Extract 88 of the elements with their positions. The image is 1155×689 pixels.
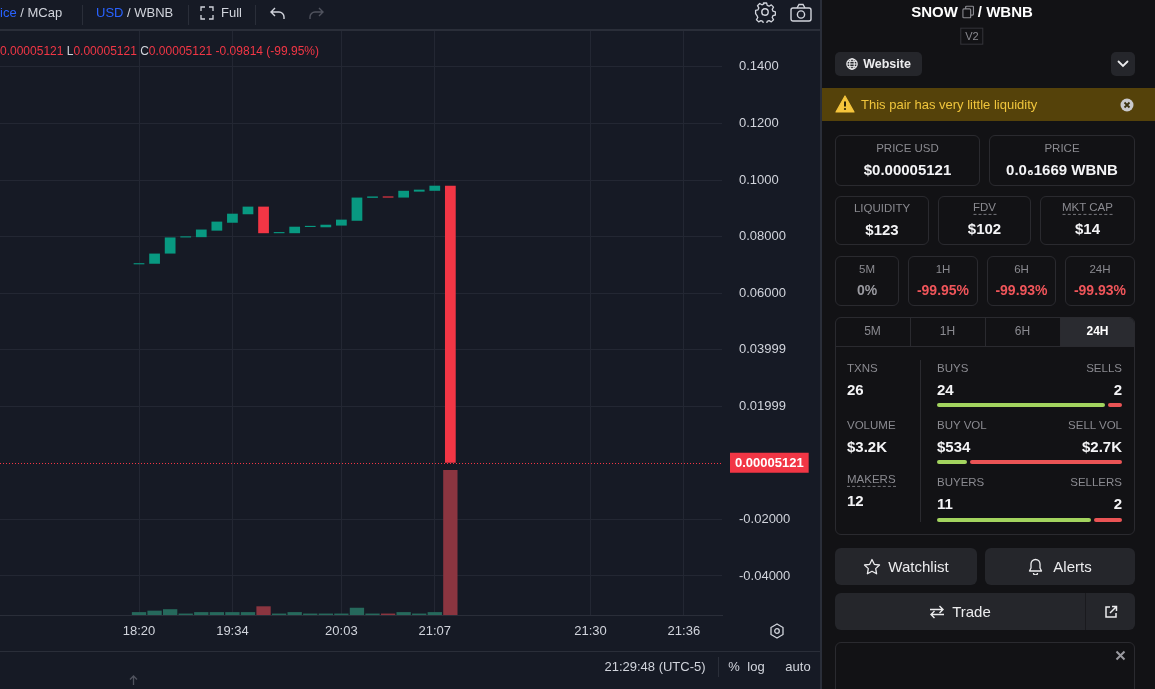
text: % [728, 658, 740, 675]
watchlist-button[interactable]: Watchlist [835, 548, 977, 585]
x-tick-label: 19:34 [216, 623, 249, 639]
x-tick-label: 21:30 [574, 623, 607, 639]
text: 24H [1086, 324, 1109, 339]
candlestick [258, 206, 269, 234]
text: ice / MCap [0, 4, 63, 20]
text: BUYERS [937, 476, 985, 490]
text: -99.93% [1073, 281, 1127, 299]
y-tick-label: 0.08000 [739, 228, 786, 244]
text: FDV [973, 200, 996, 216]
text: SELLERS [1070, 476, 1122, 490]
text: 6H [1014, 324, 1031, 339]
text: $0.00005121 [863, 161, 952, 179]
bar [427, 612, 442, 615]
text: $2.7K [1081, 438, 1122, 456]
text: VOLUME [847, 419, 896, 433]
bar [443, 470, 458, 615]
candlestick [398, 190, 410, 198]
text: MAKERS [847, 472, 896, 488]
text: MKT CAP [1062, 200, 1113, 216]
candlestick [164, 237, 176, 254]
candlestick [429, 185, 441, 191]
text: $14 [1074, 220, 1101, 238]
chart-title: SNOW / WBNB [911, 3, 1033, 21]
text: SELL VOL [1068, 419, 1122, 433]
text: Full [221, 4, 242, 21]
candlestick [289, 226, 301, 234]
text: $102 [967, 220, 1002, 238]
text: SELLS [1086, 362, 1122, 376]
candlestick [351, 197, 363, 221]
text: 0% [856, 281, 878, 299]
text: -99.93% [995, 281, 1048, 299]
candlestick [336, 219, 347, 226]
x-tick-label: 21:07 [418, 623, 452, 639]
website-button[interactable]: Website [835, 52, 922, 76]
ref-line-label: 0.00005121 [735, 454, 804, 470]
text: This pair has very little liquidity [861, 96, 1038, 112]
bar [256, 606, 271, 615]
text: 12 [847, 492, 864, 510]
text: TXNS [847, 362, 878, 376]
y-tick-label: 0.1200 [739, 115, 779, 131]
text: 0.0₆1669 WBNB [1006, 161, 1118, 179]
candlestick [195, 229, 207, 238]
annotation: 0.00005121 L0.00005121 C0.00005121 -0.09814 (-99.95%) [0, 44, 320, 59]
text: 11 [937, 495, 953, 513]
text: 2 [1113, 381, 1122, 399]
text: PRICE USD [876, 142, 939, 156]
candlestick [149, 253, 160, 264]
text: BUYS [937, 362, 969, 376]
alerts-button[interactable]: Alerts [985, 548, 1135, 585]
text: BUY VOL [937, 419, 987, 433]
text: -99.95% [916, 281, 970, 299]
text: LIQUIDITY [853, 202, 911, 216]
trade-button[interactable]: Trade [835, 593, 1085, 630]
x-tick-label: 20:03 [325, 623, 358, 639]
text: 5M [864, 324, 881, 339]
x-tick-label: 21:36 [667, 623, 701, 639]
text: USD / WBNB [96, 4, 174, 20]
candlestick [413, 189, 425, 192]
y-tick-label: 0.1400 [739, 58, 779, 74]
text: 21:29:48 (UTC-5) [604, 658, 706, 675]
text: auto [785, 658, 811, 675]
text: $3.2K [847, 438, 888, 456]
text: V2 [960, 27, 984, 45]
x-tick-label: 18:20 [122, 623, 156, 639]
text: 1H [935, 263, 951, 277]
text: 26 [847, 381, 864, 399]
candlestick [227, 213, 238, 223]
y-tick-label: -0.02000 [739, 510, 791, 526]
text: 2 [1113, 495, 1122, 513]
text: log [747, 658, 765, 675]
menu-button[interactable] [1111, 52, 1135, 76]
text: 24H [1089, 263, 1111, 277]
text: 5M [859, 263, 875, 277]
y-tick-label: -0.04000 [739, 567, 791, 583]
external-link-button[interactable] [1086, 593, 1135, 630]
text: 1H [939, 324, 956, 339]
text: $123 [865, 221, 899, 239]
text: 24 [937, 381, 954, 399]
text: $534 [937, 438, 971, 456]
text: 6H [1014, 263, 1029, 277]
y-tick-label: 0.06000 [739, 284, 786, 300]
y-tick-label: 0.1000 [739, 171, 779, 187]
y-tick-label: 0.01999 [739, 397, 786, 413]
y-tick-label: 0.03999 [739, 341, 786, 357]
text: PRICE [1044, 142, 1080, 156]
candlestick [211, 221, 223, 231]
